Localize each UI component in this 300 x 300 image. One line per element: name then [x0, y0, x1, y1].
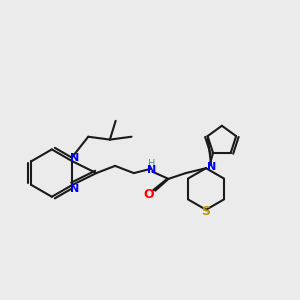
Text: N: N — [70, 153, 79, 163]
Text: H: H — [148, 159, 155, 169]
Text: N: N — [70, 184, 79, 194]
Text: S: S — [202, 205, 211, 218]
Text: N: N — [147, 165, 156, 175]
Text: O: O — [143, 188, 154, 201]
Text: N: N — [207, 162, 216, 172]
